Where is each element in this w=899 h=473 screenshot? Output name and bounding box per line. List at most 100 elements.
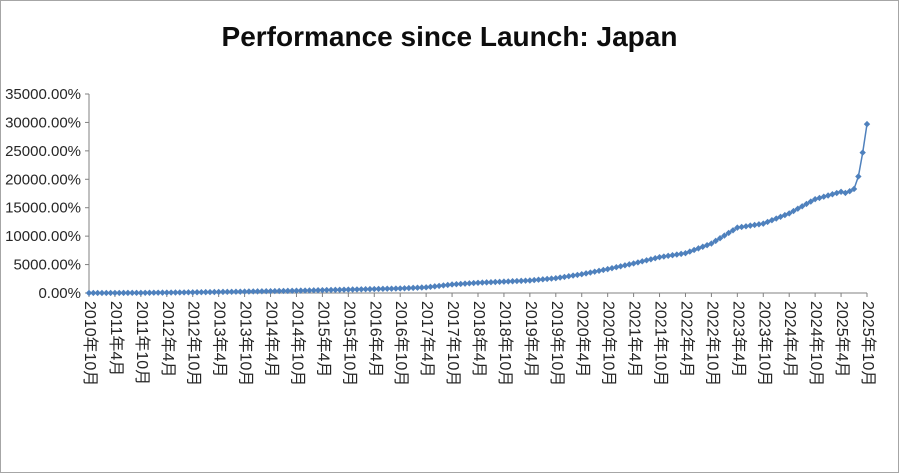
x-axis-tick-label: 2013年10月 bbox=[237, 301, 255, 386]
data-point-marker bbox=[855, 173, 862, 180]
data-point-marker bbox=[803, 200, 810, 208]
data-point-marker bbox=[647, 256, 655, 263]
data-point-marker bbox=[518, 277, 525, 285]
data-point-marker bbox=[245, 288, 253, 295]
data-point-marker bbox=[448, 281, 456, 288]
data-point-marker bbox=[137, 289, 145, 297]
data-point-marker bbox=[154, 289, 162, 296]
x-axis-tick-label: 2017年4月 bbox=[418, 301, 436, 378]
data-point-marker bbox=[422, 284, 430, 291]
x-axis-tick-label: 2021年10月 bbox=[652, 301, 670, 386]
x-axis-tick-label: 2022年10月 bbox=[703, 301, 721, 386]
data-point-marker bbox=[561, 273, 568, 281]
data-point-marker bbox=[742, 223, 750, 230]
data-point-marker bbox=[146, 289, 153, 296]
data-point-marker bbox=[677, 250, 685, 258]
data-point-marker bbox=[690, 246, 698, 254]
data-point-marker bbox=[228, 288, 235, 295]
data-point-marker bbox=[427, 283, 434, 291]
data-point-marker bbox=[790, 207, 797, 215]
y-axis-tick-label: 5000.00% bbox=[13, 257, 81, 274]
data-point-marker bbox=[267, 287, 274, 295]
data-point-marker bbox=[111, 289, 119, 297]
data-point-marker bbox=[163, 289, 170, 296]
data-point-marker bbox=[595, 267, 603, 275]
data-point-marker bbox=[470, 279, 477, 287]
data-point-marker bbox=[323, 286, 330, 294]
data-point-marker bbox=[639, 258, 646, 265]
data-point-marker bbox=[634, 259, 642, 266]
data-point-marker bbox=[241, 288, 248, 295]
data-point-marker bbox=[543, 275, 551, 283]
data-point-marker bbox=[738, 223, 745, 231]
data-point-marker bbox=[846, 188, 853, 195]
data-point-marker bbox=[734, 224, 741, 231]
data-point-marker bbox=[301, 287, 309, 294]
data-point-marker bbox=[755, 221, 763, 228]
y-axis-tick-label: 10000.00% bbox=[5, 228, 81, 245]
data-point-marker bbox=[431, 283, 438, 290]
data-point-marker bbox=[172, 289, 179, 296]
data-point-marker bbox=[591, 268, 598, 275]
data-point-marker bbox=[703, 241, 711, 249]
data-point-marker bbox=[340, 286, 348, 293]
data-point-marker bbox=[548, 275, 555, 282]
x-axis-tick-label: 2011年4月 bbox=[107, 301, 125, 376]
data-point-marker bbox=[310, 287, 317, 294]
data-point-marker bbox=[569, 272, 577, 279]
data-point-marker bbox=[773, 215, 780, 222]
data-point-marker bbox=[384, 285, 391, 292]
data-point-marker bbox=[336, 286, 343, 293]
data-point-marker bbox=[656, 253, 663, 261]
data-point-marker bbox=[708, 240, 715, 247]
y-axis-tick-label: 25000.00% bbox=[5, 143, 81, 160]
data-point-marker bbox=[833, 189, 840, 197]
data-point-marker bbox=[764, 218, 771, 226]
data-point-marker bbox=[284, 287, 292, 295]
data-point-marker bbox=[496, 278, 503, 286]
data-point-marker bbox=[176, 289, 183, 296]
data-point-marker bbox=[712, 237, 719, 245]
x-axis-tick-label: 2021年4月 bbox=[626, 301, 644, 378]
data-point-marker bbox=[552, 275, 559, 282]
x-axis-tick-label: 2016年4月 bbox=[366, 301, 384, 378]
data-point-marker bbox=[150, 289, 158, 296]
data-point-marker bbox=[219, 288, 227, 296]
data-point-marker bbox=[288, 287, 296, 294]
data-point-marker bbox=[167, 289, 175, 296]
data-point-marker bbox=[414, 284, 421, 291]
x-axis-tick-label: 2019年4月 bbox=[522, 301, 540, 378]
data-point-marker bbox=[314, 287, 322, 294]
data-point-marker bbox=[859, 149, 866, 156]
data-point-marker bbox=[747, 222, 754, 229]
data-point-marker bbox=[466, 280, 473, 287]
series-line bbox=[89, 123, 868, 294]
x-axis-tick-label: 2016年10月 bbox=[392, 301, 410, 386]
data-point-marker bbox=[565, 273, 572, 280]
data-point-marker bbox=[781, 211, 789, 219]
x-axis-tick-label: 2022年4月 bbox=[677, 301, 695, 378]
x-axis-tick-label: 2020年10月 bbox=[600, 301, 618, 386]
x-axis-tick-label: 2018年4月 bbox=[470, 301, 488, 378]
line-chart-canvas: 0.00% 5000.00% 10000.00% 15000.00% 20000.00%… bbox=[5, 86, 877, 386]
data-point-marker bbox=[215, 288, 222, 296]
data-point-marker bbox=[120, 289, 127, 297]
data-point-marker bbox=[358, 286, 365, 293]
x-axis-tick-label: 2012年10月 bbox=[185, 301, 203, 386]
data-point-marker bbox=[509, 278, 516, 285]
data-point-marker bbox=[492, 278, 499, 286]
x-axis-tick-label: 2014年4月 bbox=[263, 301, 281, 378]
data-point-marker bbox=[306, 287, 313, 294]
data-point-marker bbox=[409, 284, 417, 292]
data-point-marker bbox=[133, 289, 140, 297]
data-point-marker bbox=[397, 285, 404, 292]
data-point-marker bbox=[729, 227, 737, 234]
data-point-marker bbox=[582, 270, 590, 277]
data-point-marker bbox=[751, 221, 758, 229]
data-point-marker bbox=[388, 285, 395, 292]
data-point-marker bbox=[293, 287, 300, 294]
data-point-marker bbox=[198, 288, 205, 296]
data-point-marker bbox=[271, 287, 279, 295]
data-point-marker bbox=[232, 288, 240, 295]
